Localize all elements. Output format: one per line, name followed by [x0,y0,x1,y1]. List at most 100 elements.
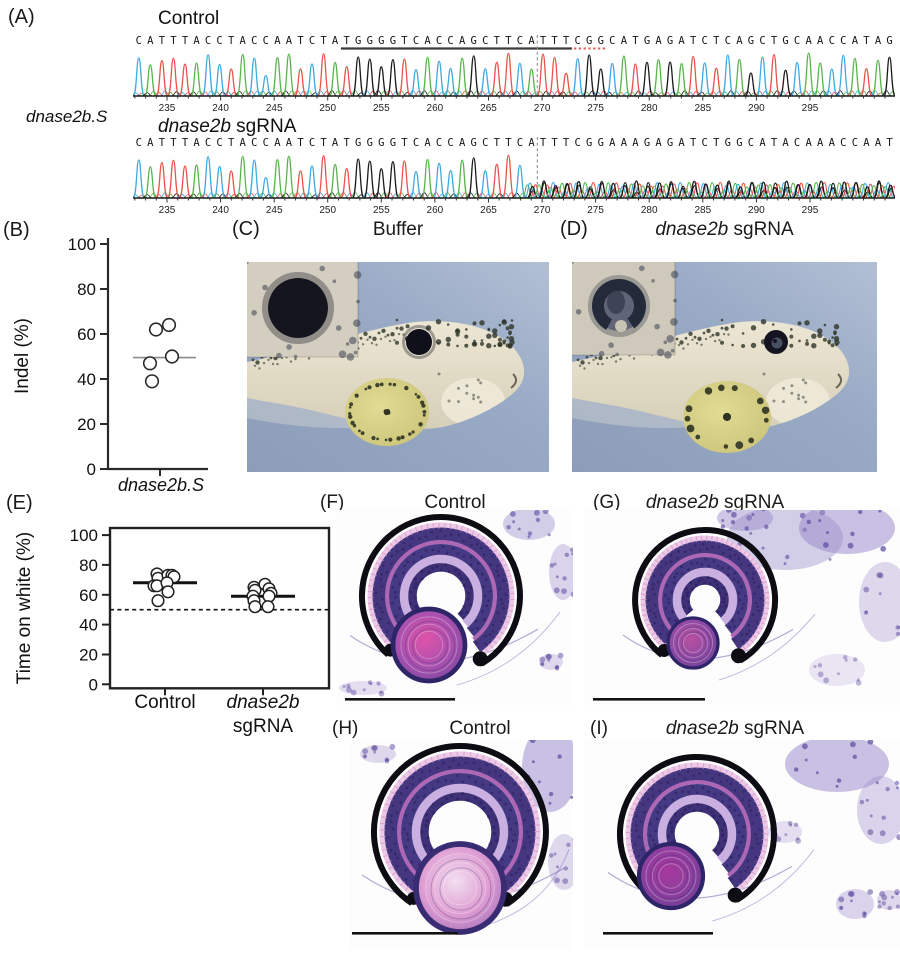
svg-text:A: A [240,137,247,149]
svg-text:A: A [863,137,870,149]
svg-text:G: G [355,137,361,149]
svg-text:C: C [205,137,211,149]
svg-text:T: T [228,137,235,149]
svg-text:G: G [390,35,396,47]
svg-text:T: T [182,137,189,149]
svg-text:A: A [193,35,200,47]
buffer-tadpole-photo [247,262,549,472]
panel-i-title: dnase2b sgRNA [585,718,885,740]
svg-text:C: C [447,35,453,47]
svg-text:T: T [401,35,408,47]
svg-text:A: A [655,137,662,149]
svg-text:T: T [170,35,177,47]
svg-text:255: 255 [373,103,390,114]
panel-b-label: (B) [3,219,30,241]
svg-text:Indel (%): Indel (%) [12,318,33,394]
svg-text:C: C [759,35,765,47]
sgrna-tadpole-photo [572,262,877,472]
svg-text:C: C [609,35,615,47]
svg-text:G: G [598,137,604,149]
svg-text:T: T [863,35,870,47]
svg-text:C: C [413,35,419,47]
svg-text:60: 60 [79,586,98,605]
svg-text:T: T [690,35,697,47]
svg-text:C: C [794,35,800,47]
svg-text:255: 255 [373,205,390,216]
svg-text:0: 0 [87,460,96,479]
svg-text:A: A [147,137,154,149]
svg-text:240: 240 [212,103,229,114]
svg-text:T: T [563,137,570,149]
svg-text:A: A [274,35,281,47]
svg-text:0: 0 [89,675,98,694]
svg-text:100: 100 [68,235,96,254]
svg-text:A: A [459,137,466,149]
svg-text:C: C [216,137,222,149]
panel-a-track1-title: Control [158,8,219,30]
svg-text:A: A [332,137,339,149]
panel-f-label: (F) [320,492,345,513]
svg-text:A: A [240,35,247,47]
svg-text:C: C [748,137,754,149]
panel-d-title-italic: dnase2b [655,219,729,240]
svg-text:C: C [436,35,442,47]
track1-title-rest: Control [158,8,220,29]
svg-text:260: 260 [427,205,444,216]
svg-text:G: G [748,35,754,47]
svg-text:A: A [806,35,813,47]
svg-text:G: G [667,35,673,47]
control-eye-histology-2 [350,740,573,950]
panel-g-label: (G) [593,492,621,513]
panel-i-title-rest: sgRNA [738,718,805,739]
svg-text:G: G [586,35,592,47]
svg-text:T: T [401,137,408,149]
svg-text:T: T [540,137,547,149]
svg-text:T: T [320,137,327,149]
svg-text:A: A [806,137,813,149]
svg-text:240: 240 [212,205,229,216]
svg-text:A: A [817,35,824,47]
svg-text:285: 285 [694,205,711,216]
svg-text:G: G [378,35,384,47]
svg-text:250: 250 [319,103,336,114]
svg-text:C: C [517,137,523,149]
svg-text:T: T [170,137,177,149]
svg-text:T: T [159,35,166,47]
svg-text:T: T [771,137,778,149]
svg-text:C: C [482,137,488,149]
svg-text:A: A [424,35,431,47]
svg-text:A: A [875,35,882,47]
svg-text:C: C [575,35,581,47]
svg-text:100: 100 [70,526,98,545]
svg-text:G: G [736,137,742,149]
panel-c-label: (C) [232,218,260,240]
svg-text:C: C [852,137,858,149]
sgrna-eye-histology-1 [585,510,900,705]
svg-text:C: C [829,35,835,47]
time-on-white-scatter-chart: Time on white (%) 0 20 40 60 80 100 [14,526,331,696]
panel-d-title-rest: sgRNA [728,219,794,240]
time-chart-category-sgrna-line1: dnase2b [226,692,300,713]
panel-g-title-rest: sgRNA [718,492,785,513]
svg-text:A: A [147,35,154,47]
panel-h-label: (H) [332,718,359,739]
svg-text:40: 40 [79,616,98,635]
svg-text:295: 295 [802,205,819,216]
svg-text:G: G [667,137,673,149]
track2-title-italic: dnase2b [158,116,231,137]
svg-text:T: T [632,35,639,47]
svg-text:C: C [702,137,708,149]
svg-text:G: G [390,137,396,149]
svg-text:A: A [528,35,535,47]
svg-text:A: A [528,137,535,149]
svg-text:270: 270 [534,205,551,216]
svg-text:A: A [678,35,685,47]
indel-scatter-chart: Indel (%) 0 20 40 60 80 100 [12,235,208,479]
svg-text:A: A [609,137,616,149]
svg-text:T: T [540,35,547,47]
svg-text:T: T [182,35,189,47]
svg-text:C: C [263,137,269,149]
svg-text:T: T [494,137,501,149]
svg-text:C: C [263,35,269,47]
